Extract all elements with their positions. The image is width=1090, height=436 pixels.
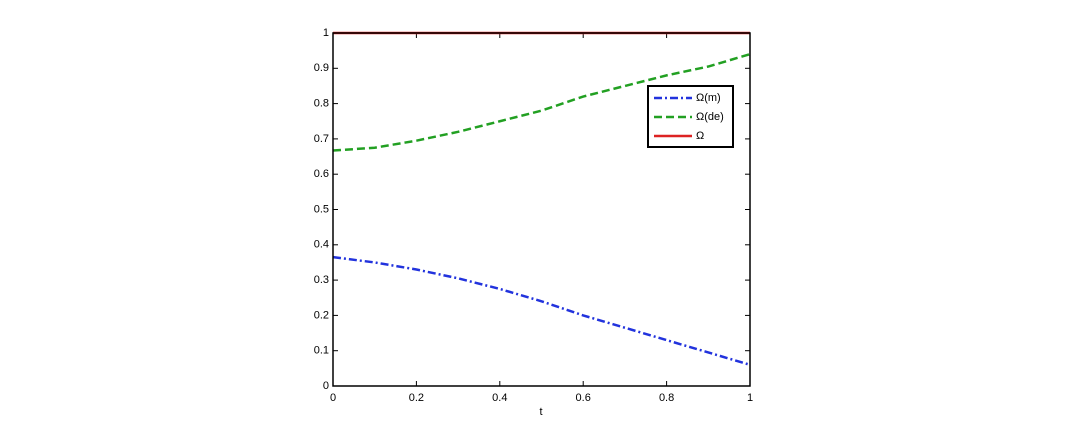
x-tick-label: 1 (747, 392, 753, 404)
y-tick-label: 0.8 (314, 98, 329, 110)
x-tick-label: 0.2 (409, 392, 424, 404)
y-tick-label: 0.6 (314, 168, 329, 180)
x-tick-label: 0.6 (576, 392, 591, 404)
y-tick-label: 0.1 (314, 345, 329, 357)
plot-frame (332, 32, 751, 387)
y-tick-label: 0.2 (314, 309, 329, 321)
y-tick-label: 0.7 (314, 133, 329, 145)
y-tick-label: 0.9 (314, 62, 329, 74)
legend-label: Ω(de) (696, 111, 724, 123)
y-tick-label: 0.3 (314, 274, 329, 286)
x-axis-label: t (539, 406, 542, 418)
legend-label: Ω(m) (696, 92, 721, 104)
x-tick-label: 0.4 (492, 392, 507, 404)
series-line (332, 255, 751, 367)
legend-label: Ω (696, 130, 704, 142)
y-tick-label: 0.4 (314, 239, 329, 251)
x-tick-label: 0 (330, 392, 336, 404)
y-tick-label: 1 (323, 27, 329, 39)
x-tick-label: 0.8 (659, 392, 674, 404)
y-tick-label: 0.5 (314, 203, 329, 215)
y-tick-label: 0 (323, 380, 329, 392)
